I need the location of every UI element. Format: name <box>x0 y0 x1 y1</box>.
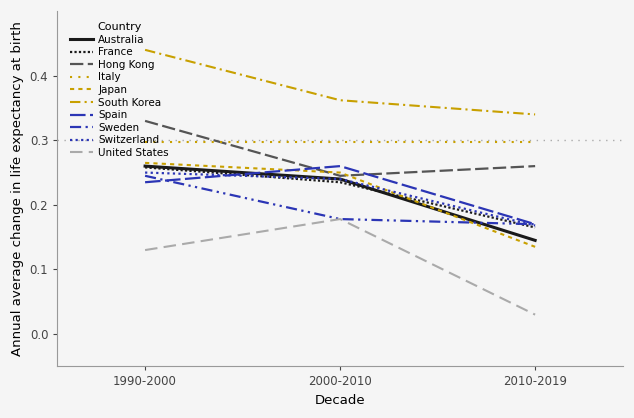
Legend: Australia, France, Hong Kong, Italy, Japan, South Korea, Spain, Sweden, Switzerl: Australia, France, Hong Kong, Italy, Jap… <box>68 20 171 160</box>
Y-axis label: Annual average change in life expectancy at birth: Annual average change in life expectancy… <box>11 21 24 356</box>
X-axis label: Decade: Decade <box>315 394 365 407</box>
